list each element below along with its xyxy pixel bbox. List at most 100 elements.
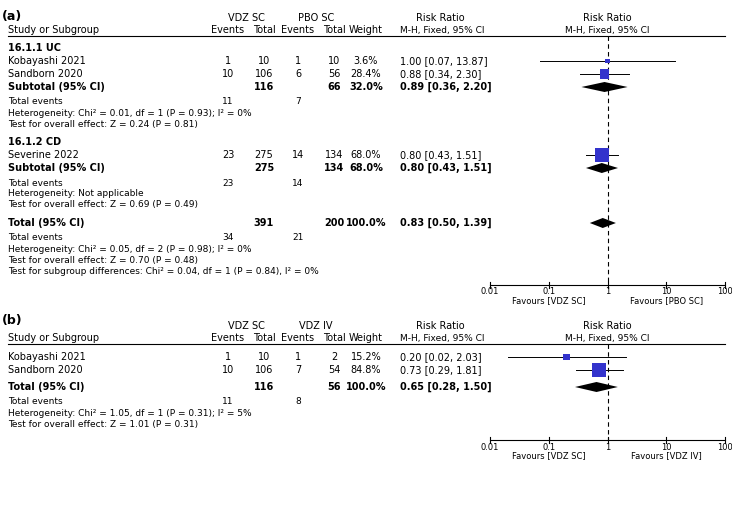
Text: Risk Ratio: Risk Ratio bbox=[416, 321, 464, 331]
Text: Favours [PBO SC]: Favours [PBO SC] bbox=[630, 296, 703, 306]
Text: Total events: Total events bbox=[8, 234, 63, 243]
Text: 0.88 [0.34, 2.30]: 0.88 [0.34, 2.30] bbox=[400, 69, 482, 79]
Text: Total: Total bbox=[253, 333, 275, 343]
Text: Total events: Total events bbox=[8, 178, 63, 188]
Text: 32.0%: 32.0% bbox=[349, 82, 383, 92]
Text: Favours [VDZ SC]: Favours [VDZ SC] bbox=[512, 452, 586, 460]
Text: Total: Total bbox=[323, 25, 346, 35]
Text: Risk Ratio: Risk Ratio bbox=[583, 321, 632, 331]
Text: VDZ SC: VDZ SC bbox=[228, 13, 264, 23]
Text: 100: 100 bbox=[717, 288, 732, 296]
Text: 28.4%: 28.4% bbox=[351, 69, 381, 79]
Text: Sandborn 2020: Sandborn 2020 bbox=[8, 365, 83, 375]
Bar bbox=[595, 148, 609, 162]
Text: 1: 1 bbox=[295, 56, 301, 66]
Text: 200: 200 bbox=[324, 218, 344, 228]
Text: Total events: Total events bbox=[8, 398, 63, 406]
Text: 6: 6 bbox=[295, 69, 301, 79]
Text: Weight: Weight bbox=[349, 25, 383, 35]
Text: Heterogeneity: Chi² = 0.05, df = 2 (P = 0.98); I² = 0%: Heterogeneity: Chi² = 0.05, df = 2 (P = … bbox=[8, 244, 252, 253]
Text: 3.6%: 3.6% bbox=[354, 56, 378, 66]
Bar bbox=[563, 354, 569, 360]
Text: 56: 56 bbox=[327, 382, 341, 392]
Text: 11: 11 bbox=[223, 98, 234, 106]
Text: Test for subgroup differences: Chi² = 0.04, df = 1 (P = 0.84), I² = 0%: Test for subgroup differences: Chi² = 0.… bbox=[8, 267, 318, 275]
Text: 11: 11 bbox=[223, 398, 234, 406]
Bar bbox=[605, 59, 610, 63]
Text: Total: Total bbox=[253, 25, 275, 35]
Text: 1: 1 bbox=[605, 288, 610, 296]
Text: Study or Subgroup: Study or Subgroup bbox=[8, 25, 99, 35]
Text: 66: 66 bbox=[327, 82, 341, 92]
Text: 10: 10 bbox=[661, 288, 671, 296]
Text: Test for overall effect: Z = 0.69 (P = 0.49): Test for overall effect: Z = 0.69 (P = 0… bbox=[8, 200, 198, 210]
Text: 14: 14 bbox=[292, 178, 304, 188]
Text: 68.0%: 68.0% bbox=[351, 150, 381, 160]
Text: 275: 275 bbox=[255, 150, 273, 160]
Text: 15.2%: 15.2% bbox=[351, 352, 381, 362]
Text: 100.0%: 100.0% bbox=[346, 382, 386, 392]
Text: 10: 10 bbox=[328, 56, 340, 66]
Text: Kobayashi 2021: Kobayashi 2021 bbox=[8, 56, 86, 66]
Text: Total (95% CI): Total (95% CI) bbox=[8, 382, 84, 392]
Text: M-H, Fixed, 95% CI: M-H, Fixed, 95% CI bbox=[565, 334, 650, 342]
Text: 16.1.2 CD: 16.1.2 CD bbox=[8, 137, 61, 147]
Text: 84.8%: 84.8% bbox=[351, 365, 381, 375]
Text: Heterogeneity: Chi² = 0.01, df = 1 (P = 0.93); I² = 0%: Heterogeneity: Chi² = 0.01, df = 1 (P = … bbox=[8, 108, 252, 118]
Text: 100.0%: 100.0% bbox=[346, 218, 386, 228]
Text: 16.1.1 UC: 16.1.1 UC bbox=[8, 43, 61, 53]
Text: PBO SC: PBO SC bbox=[298, 13, 334, 23]
Text: 106: 106 bbox=[255, 365, 273, 375]
Text: 0.1: 0.1 bbox=[542, 443, 556, 452]
Text: Favours [VDZ SC]: Favours [VDZ SC] bbox=[512, 296, 586, 306]
Text: 8: 8 bbox=[295, 398, 301, 406]
Text: M-H, Fixed, 95% CI: M-H, Fixed, 95% CI bbox=[565, 26, 650, 35]
Text: 56: 56 bbox=[328, 69, 340, 79]
Text: Weight: Weight bbox=[349, 333, 383, 343]
Text: 275: 275 bbox=[254, 163, 274, 173]
Text: 1: 1 bbox=[605, 443, 610, 452]
Polygon shape bbox=[586, 163, 618, 173]
Text: Heterogeneity: Not applicable: Heterogeneity: Not applicable bbox=[8, 190, 143, 198]
Text: 10: 10 bbox=[222, 69, 234, 79]
Text: Total (95% CI): Total (95% CI) bbox=[8, 218, 84, 228]
Text: Kobayashi 2021: Kobayashi 2021 bbox=[8, 352, 86, 362]
Text: 106: 106 bbox=[255, 69, 273, 79]
Text: 0.01: 0.01 bbox=[481, 288, 499, 296]
Text: 0.80 [0.43, 1.51]: 0.80 [0.43, 1.51] bbox=[400, 163, 492, 173]
Text: 391: 391 bbox=[254, 218, 274, 228]
Text: 10: 10 bbox=[222, 365, 234, 375]
Text: 134: 134 bbox=[325, 150, 343, 160]
Text: 68.0%: 68.0% bbox=[349, 163, 383, 173]
Text: Events: Events bbox=[281, 333, 315, 343]
Polygon shape bbox=[575, 382, 618, 392]
Text: 134: 134 bbox=[324, 163, 344, 173]
Text: Favours [VDZ IV]: Favours [VDZ IV] bbox=[631, 452, 702, 460]
Text: (a): (a) bbox=[2, 10, 22, 23]
Text: 23: 23 bbox=[222, 150, 234, 160]
Text: 2: 2 bbox=[331, 352, 337, 362]
Text: 10: 10 bbox=[258, 352, 270, 362]
Text: 1: 1 bbox=[225, 352, 231, 362]
Text: 116: 116 bbox=[254, 82, 274, 92]
Text: Risk Ratio: Risk Ratio bbox=[583, 13, 632, 23]
Text: VDZ IV: VDZ IV bbox=[299, 321, 333, 331]
Text: 0.1: 0.1 bbox=[542, 288, 556, 296]
Polygon shape bbox=[590, 218, 616, 228]
Text: Sandborn 2020: Sandborn 2020 bbox=[8, 69, 83, 79]
Text: 34: 34 bbox=[223, 234, 234, 243]
Text: M-H, Fixed, 95% CI: M-H, Fixed, 95% CI bbox=[400, 334, 485, 342]
Text: Test for overall effect: Z = 0.24 (P = 0.81): Test for overall effect: Z = 0.24 (P = 0… bbox=[8, 120, 198, 128]
Text: Total: Total bbox=[323, 333, 346, 343]
Bar bbox=[600, 69, 609, 79]
Text: Subtotal (95% CI): Subtotal (95% CI) bbox=[8, 82, 105, 92]
Text: 0.89 [0.36, 2.20]: 0.89 [0.36, 2.20] bbox=[400, 82, 492, 92]
Text: (b): (b) bbox=[2, 314, 23, 327]
Text: 10: 10 bbox=[661, 443, 671, 452]
Text: Study or Subgroup: Study or Subgroup bbox=[8, 333, 99, 343]
Text: Events: Events bbox=[212, 25, 244, 35]
Text: 7: 7 bbox=[295, 98, 301, 106]
Text: 1: 1 bbox=[225, 56, 231, 66]
Text: Subtotal (95% CI): Subtotal (95% CI) bbox=[8, 163, 105, 173]
Text: 0.73 [0.29, 1.81]: 0.73 [0.29, 1.81] bbox=[400, 365, 482, 375]
